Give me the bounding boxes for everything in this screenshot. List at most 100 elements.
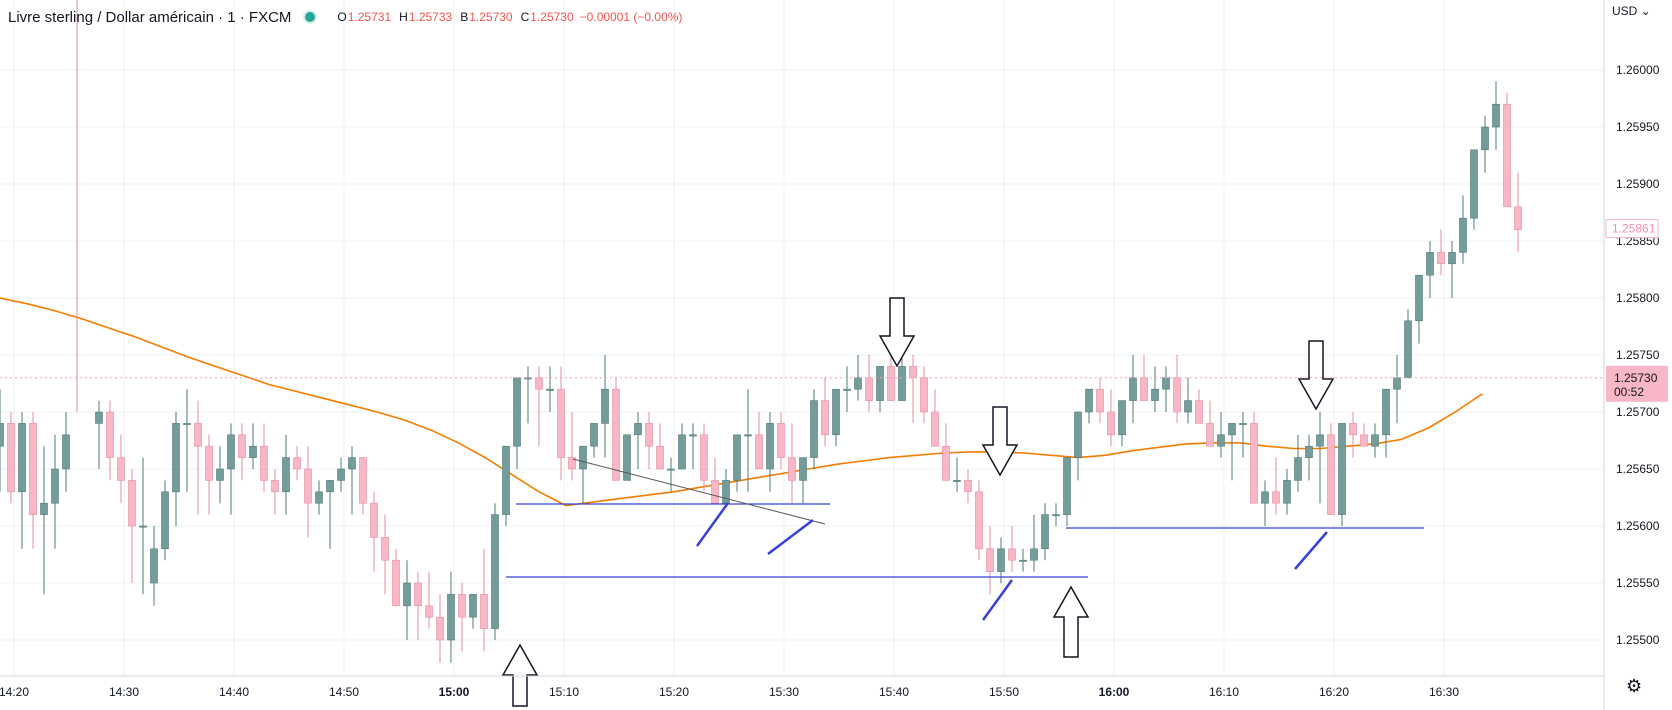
candle-body	[821, 400, 829, 436]
y-tick-label: 1.25650	[1616, 462, 1660, 476]
candle-body	[51, 468, 59, 504]
candle-body	[480, 594, 488, 629]
candle-body	[304, 468, 312, 504]
candle-body	[1239, 423, 1247, 425]
arrow-up-2[interactable]	[1052, 585, 1090, 658]
candle-body	[1162, 377, 1170, 390]
candle-body	[161, 491, 169, 550]
candle-body	[1360, 434, 1368, 447]
candle-body	[876, 366, 884, 401]
candle-body	[1503, 103, 1511, 208]
candle-body	[172, 423, 180, 493]
candle-body	[392, 559, 400, 607]
y-tick-label: 1.25800	[1616, 291, 1660, 305]
x-tick-label: 16:10	[1209, 685, 1239, 699]
slash-mark-2[interactable]	[767, 519, 814, 555]
candle-body	[1404, 320, 1412, 379]
x-axis[interactable]: 14:20 14:30 14:40 14:50 15:00 15:10 15:20 15:30…	[0, 685, 1459, 699]
candle-body	[535, 377, 543, 390]
candle-body	[733, 434, 741, 481]
candle-body	[1338, 423, 1346, 515]
arrow-down-1[interactable]	[878, 297, 916, 368]
candle-body	[546, 388, 554, 391]
x-tick-label: 15:40	[879, 685, 909, 699]
candle-body	[1184, 400, 1192, 413]
candle-body	[1272, 491, 1280, 504]
grid	[0, 0, 1604, 676]
candle-body	[359, 457, 367, 504]
y-tick-label: 1.25500	[1616, 633, 1660, 647]
candle-body	[678, 434, 686, 470]
y-tick-label: 1.26000	[1616, 63, 1660, 77]
candle-body	[1008, 548, 1016, 561]
candle-body	[1316, 434, 1324, 447]
close-value: 1.25730	[530, 10, 574, 24]
y-axis[interactable]: 1.260001.259501.259001.258501.258001.257…	[1616, 63, 1660, 647]
candle-body	[238, 434, 246, 458]
candle-body	[942, 445, 950, 481]
candle-body	[1030, 548, 1038, 561]
candle-body	[1085, 388, 1093, 413]
candle-body	[436, 616, 444, 641]
candle-body	[832, 388, 840, 436]
candle-body	[975, 491, 983, 550]
y-tick-label: 1.25600	[1616, 519, 1660, 533]
candle-body	[1140, 377, 1148, 401]
candle-body	[645, 423, 653, 447]
candle-body	[843, 388, 851, 391]
x-tick-label: 14:40	[219, 685, 249, 699]
candle-body	[920, 377, 928, 413]
change-value: −0.00001 (−0.00%)	[579, 10, 683, 24]
candle-body	[62, 434, 70, 470]
candle-body	[1437, 252, 1445, 265]
currency-selector[interactable]: USD ⌄	[1612, 4, 1651, 18]
candle-body	[623, 434, 631, 481]
y-tick-label: 1.25950	[1616, 120, 1660, 134]
candle-body	[40, 502, 48, 515]
candle-body	[205, 445, 213, 481]
candle-body	[777, 423, 785, 458]
slash-mark-4[interactable]	[1294, 531, 1328, 570]
chart-header: Livre sterling / Dollar américain · 1 · …	[8, 6, 682, 28]
candle-body	[1074, 411, 1082, 458]
candle-body	[293, 457, 301, 470]
candle-body	[854, 377, 862, 390]
candle-body	[128, 480, 136, 527]
candle-body	[370, 502, 378, 538]
gear-icon[interactable]: ⚙	[1626, 676, 1643, 696]
ref-price-label: 1.25861	[1612, 221, 1656, 235]
candle-body	[1195, 400, 1203, 424]
x-tick-label: 16:20	[1319, 685, 1349, 699]
drawings[interactable]	[501, 297, 1424, 707]
slash-mark-1[interactable]	[695, 502, 730, 547]
candle-body	[1063, 457, 1071, 515]
candle-body	[0, 423, 4, 447]
candle-body	[744, 434, 752, 437]
candle-body	[1514, 206, 1522, 230]
candle-body	[29, 423, 37, 515]
candle-body	[1228, 423, 1236, 436]
symbol-title[interactable]: Livre sterling / Dollar américain · 1 · …	[8, 8, 292, 26]
arrow-down-3[interactable]	[1297, 340, 1335, 411]
candle-body	[986, 548, 994, 572]
close-label: C	[520, 10, 530, 24]
x-tick-label: 15:10	[549, 685, 579, 699]
arrow-down-2[interactable]	[981, 406, 1019, 477]
candle-body	[337, 468, 345, 481]
candle-body	[1283, 480, 1291, 504]
candle-body	[7, 423, 15, 493]
candle-body	[1470, 149, 1478, 219]
slash-mark-3[interactable]	[981, 579, 1014, 621]
candle-body	[1448, 252, 1456, 265]
last-price-label: 1.25730	[1614, 371, 1658, 385]
candle-body	[458, 594, 466, 618]
open-value: 1.25731	[347, 10, 392, 24]
trend-line[interactable]	[572, 458, 826, 525]
candle-body	[1481, 126, 1489, 151]
candle-body	[557, 388, 565, 458]
high-label: H	[399, 10, 408, 24]
candle-body	[931, 411, 939, 447]
candle-body	[1415, 274, 1423, 322]
